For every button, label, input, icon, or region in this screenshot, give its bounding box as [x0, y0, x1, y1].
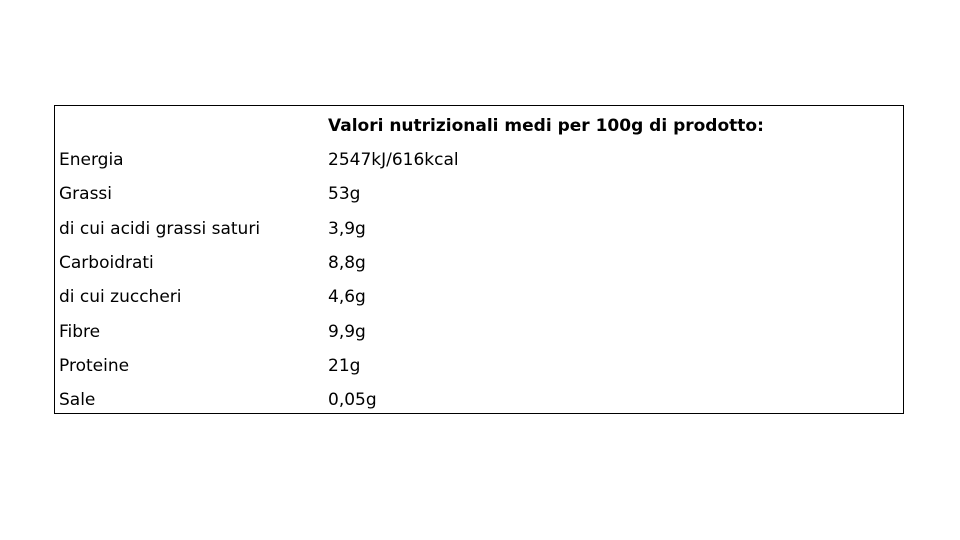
table-row: Grassi 53g: [55, 177, 903, 211]
label-cell: di cui acidi grassi saturi: [59, 218, 261, 239]
value-cell: 9,9g: [328, 321, 366, 342]
label-cell: Energia: [59, 150, 124, 170]
value-cell: 21g: [328, 355, 361, 376]
label-cell: Carboidrati: [59, 252, 154, 273]
value-cell: 4,6g: [328, 287, 366, 308]
table-row: Proteine 21g: [55, 349, 903, 383]
nutrition-table: Valori nutrizionali medi per 100g di pro…: [54, 105, 904, 414]
table-row: Sale 0,05g: [55, 383, 903, 417]
table-row: Carboidrati 8,8g: [55, 246, 903, 280]
table-row: Energia 2547kJ/616kcal: [55, 143, 903, 177]
value-cell: 53g: [328, 184, 361, 205]
table-row: Fibre 9,9g: [55, 315, 903, 349]
value-cell: Valori nutrizionali medi per 100g di pro…: [328, 116, 764, 136]
label-cell: Fibre: [59, 321, 101, 342]
label-cell: Sale: [59, 390, 96, 411]
table-row: di cui zuccheri 4,6g: [55, 280, 903, 314]
value-cell: 3,9g: [328, 218, 366, 239]
value-cell: 2547kJ/616kcal: [328, 150, 459, 170]
header-row: Valori nutrizionali medi per 100g di pro…: [55, 109, 903, 143]
value-cell: 0,05g: [328, 390, 377, 411]
value-cell: 8,8g: [328, 252, 366, 273]
label-cell: Grassi: [59, 184, 113, 205]
label-cell: di cui zuccheri: [59, 287, 182, 308]
label-cell: Proteine: [59, 355, 130, 376]
table-row: di cui acidi grassi saturi 3,9g: [55, 212, 903, 246]
